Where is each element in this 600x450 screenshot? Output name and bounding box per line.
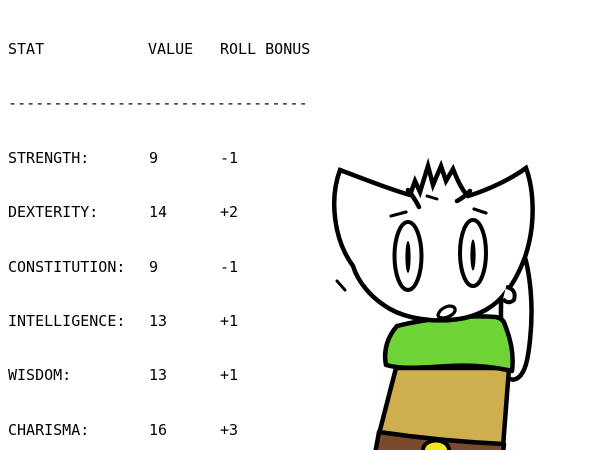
table-row-dexterity: DEXTERITY: 14 +2 <box>8 203 338 221</box>
stat-value: 13 <box>149 311 168 330</box>
stat-table-header: STAT VALUE ROLL BONUS <box>8 40 338 58</box>
table-row-intelligence: INTELLIGENCE: 13 +1 <box>8 312 338 330</box>
stat-label: WISDOM: <box>8 366 72 385</box>
header-roll-bonus: ROLL BONUS <box>220 40 311 58</box>
right-eyebrow <box>472 207 488 215</box>
stat-bonus: +2 <box>220 203 239 222</box>
table-row-strength: STRENGTH: 9 -1 <box>8 149 338 167</box>
right-eye <box>458 218 488 288</box>
stat-bonus: +1 <box>220 311 239 330</box>
table-row-wisdom: WISDOM: 13 +1 <box>8 366 338 384</box>
stat-value: 14 <box>149 203 168 222</box>
stat-label: DEXTERITY: <box>8 203 99 222</box>
table-row-charisma: CHARISMA: 16 +3 <box>8 421 338 439</box>
stat-label: INTELLIGENCE: <box>8 311 126 330</box>
table-row-constitution: CONSTITUTION: 9 -1 <box>8 258 338 276</box>
character-torso <box>376 365 512 450</box>
stat-value: 13 <box>149 366 168 385</box>
side-ear-notch <box>501 285 517 305</box>
left-pupil <box>405 241 411 273</box>
stat-label: CONSTITUTION: <box>8 257 126 276</box>
header-stat: STAT <box>8 40 45 58</box>
left-eye <box>392 220 424 292</box>
stat-bonus: +3 <box>220 420 239 439</box>
stat-value: 9 <box>149 257 159 276</box>
ear-whisker-mark <box>335 279 347 292</box>
stat-bonus: -1 <box>220 257 239 276</box>
hair-strand-middle <box>425 194 439 201</box>
stat-bonus: -1 <box>220 148 239 167</box>
header-value: VALUE <box>148 40 194 58</box>
character-belt <box>373 429 507 450</box>
stat-label: STRENGTH: <box>8 148 90 167</box>
character-arm <box>498 233 534 382</box>
table-divider: --------------------------------- <box>8 94 308 113</box>
left-eyebrow <box>389 210 408 218</box>
stat-table: STAT VALUE ROLL BONUS ------------------… <box>8 4 338 450</box>
belt-buckle <box>421 438 451 450</box>
character-head <box>332 157 535 323</box>
character-shirt <box>382 314 515 374</box>
hair-strand-right <box>454 188 473 204</box>
stat-value: 16 <box>149 420 168 439</box>
hair-strand-left <box>405 187 422 210</box>
right-pupil <box>470 239 476 271</box>
stat-label: CHARISMA: <box>8 420 90 439</box>
stat-value: 9 <box>149 148 159 167</box>
stat-bonus: +1 <box>220 366 239 385</box>
character-mouth <box>436 304 457 320</box>
